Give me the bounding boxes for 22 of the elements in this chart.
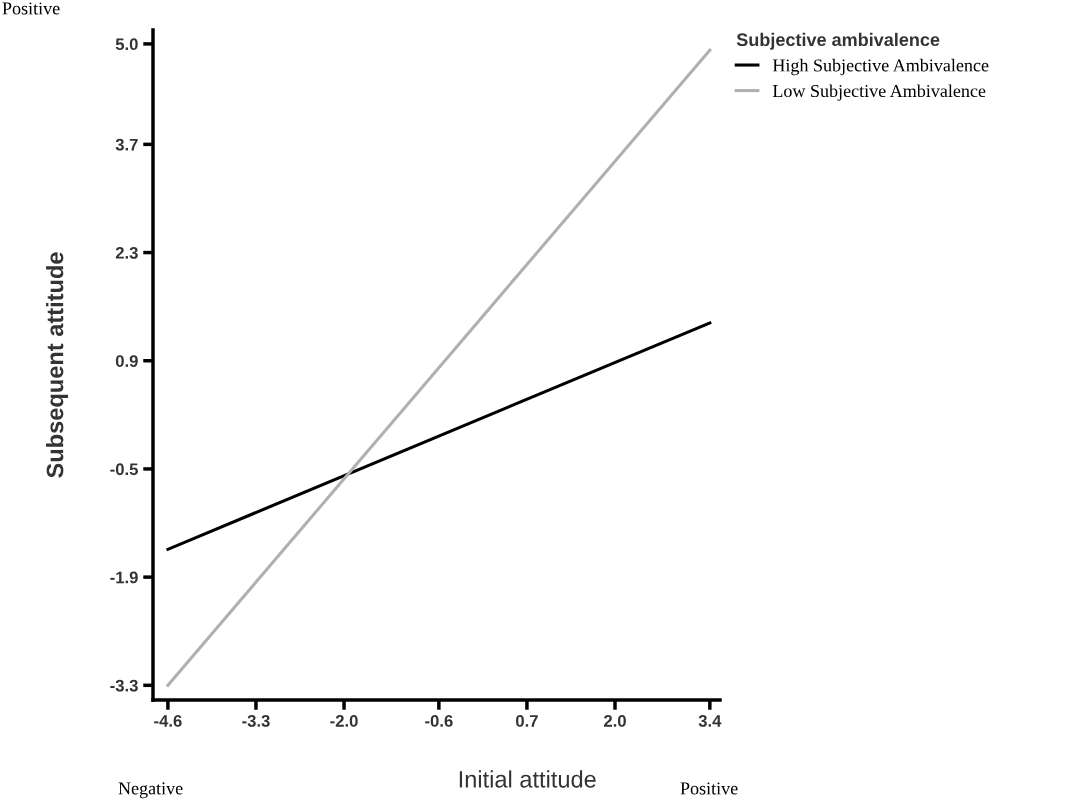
x-tick-label: -3.3	[242, 715, 270, 727]
x-tick-label: 3.4	[698, 715, 722, 727]
x-tick-label: 0.7	[516, 715, 538, 727]
y-tick-label: -0.5	[110, 463, 138, 476]
y-tick-label: -3.3	[110, 679, 138, 692]
legend-label: Low Subjective Ambivalence	[772, 84, 986, 101]
y-tick-label: 2.3	[115, 246, 138, 259]
legend-label: High Subjective Ambivalence	[772, 58, 989, 76]
y-axis-title: Subsequent attitude	[46, 252, 69, 478]
legend-title: Subjective ambivalence	[736, 32, 940, 50]
x-tick-label: 2.0	[603, 715, 626, 727]
y-tick-label: 5.0	[115, 38, 138, 51]
x-axis-title: Initial attitude	[459, 770, 596, 788]
x-tick-label: -4.6	[154, 715, 182, 727]
text: Positive	[680, 782, 738, 795]
x-tick-label: -0.6	[425, 715, 453, 727]
text: Negative	[118, 782, 183, 799]
y-tick-label: 3.7	[115, 138, 138, 151]
y-tick-label: 0.9	[115, 355, 138, 367]
x-tick-label: -2.0	[330, 715, 358, 727]
y-tick-label: -1.9	[110, 571, 138, 584]
text: Positive	[2, 2, 60, 15]
